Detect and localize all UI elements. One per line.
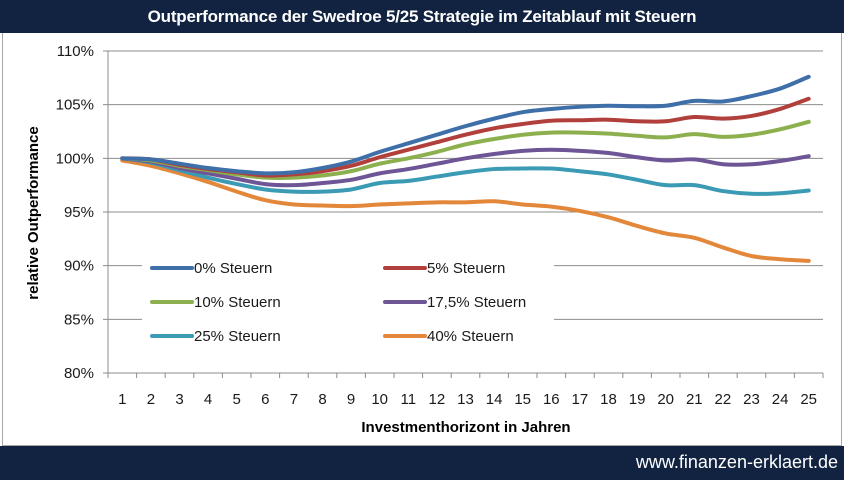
series-line-40-steuern	[120, 158, 811, 263]
y-tick-label: 90%	[64, 258, 94, 275]
y-tick-label: 105%	[56, 97, 94, 114]
y-tick-label: 95%	[64, 204, 94, 221]
y-tick-label: 100%	[56, 150, 94, 167]
legend-item: 25% Steuern	[150, 328, 281, 345]
legend-label: 17,5% Steuern	[427, 294, 526, 311]
series-line-0-steuern	[120, 74, 811, 176]
legend: 0% Steuern 5% Steuern 10% Steuern 17,5% Ste…	[150, 260, 526, 345]
x-tick-label: 1	[118, 391, 126, 408]
legend-label: 10% Steuern	[194, 294, 281, 311]
x-tick-label: 15	[514, 391, 531, 408]
x-tick-label: 24	[772, 391, 789, 408]
x-tick-label: 4	[204, 391, 212, 408]
footer-bar: www.finanzen-erklaert.de	[0, 446, 844, 480]
x-tick-label: 19	[629, 391, 646, 408]
series-line-10-steuern	[120, 119, 811, 180]
x-tick-label: 23	[743, 391, 760, 408]
y-axis-title: relative Outperformance	[25, 126, 42, 299]
x-tick-label: 14	[486, 391, 503, 408]
x-tick-label: 16	[543, 391, 560, 408]
x-tick-label: 2	[147, 391, 155, 408]
x-tick-label: 25	[800, 391, 817, 408]
legend-item: 0% Steuern	[150, 260, 272, 277]
x-tick-label: 22	[715, 391, 732, 408]
x-tick-label: 10	[371, 391, 388, 408]
x-tick-label: 17	[572, 391, 589, 408]
x-tick-label: 7	[290, 391, 298, 408]
y-tick-label: 110%	[57, 43, 94, 60]
x-tick-label: 20	[657, 391, 674, 408]
chart-title: Outperformance der Swedroe 5/25 Strategi…	[147, 6, 697, 26]
legend-label: 25% Steuern	[194, 328, 281, 345]
x-tick-label: 11	[401, 391, 417, 408]
footer-url[interactable]: www.finanzen-erklaert.de	[635, 452, 838, 472]
series-line-5-steuern	[120, 96, 811, 178]
legend-label: 0% Steuern	[194, 260, 272, 277]
y-tick-label: 80%	[64, 365, 94, 382]
legend-label: 5% Steuern	[427, 260, 505, 277]
legend-item: 40% Steuern	[383, 328, 514, 345]
x-tick-label: 5	[233, 391, 241, 408]
y-tick-label: 85%	[64, 311, 94, 328]
x-tick-label: 9	[347, 391, 355, 408]
x-tick-label: 21	[686, 391, 703, 408]
legend-label: 40% Steuern	[427, 328, 514, 345]
title-bar: Outperformance der Swedroe 5/25 Strategi…	[0, 0, 844, 33]
series-lines	[120, 74, 811, 263]
x-tick-label: 13	[457, 391, 474, 408]
x-tick-label: 12	[429, 391, 446, 408]
y-tick-labels: 80% 85% 90% 95% 100% 105% 110%	[56, 43, 94, 382]
x-tick-label: 6	[261, 391, 269, 408]
x-tick-label: 3	[175, 391, 183, 408]
legend-item: 5% Steuern	[383, 260, 505, 277]
axes	[103, 50, 824, 378]
series-line-17-5-steuern	[120, 147, 811, 188]
x-axis-title: Investmenthorizont in Jahren	[361, 419, 570, 436]
legend-item: 10% Steuern	[150, 294, 281, 311]
legend-item: 17,5% Steuern	[383, 294, 526, 311]
legend-background	[142, 254, 554, 350]
x-tick-label: 8	[318, 391, 326, 408]
x-tick-label: 18	[600, 391, 617, 408]
x-tick-labels: 1 2 3 4 5 6 7 8 9 10 11 12 13 14 15 16 17 18 19 20 21 22 23 24 2…	[118, 391, 817, 408]
series-line-25-steuern	[120, 156, 811, 196]
